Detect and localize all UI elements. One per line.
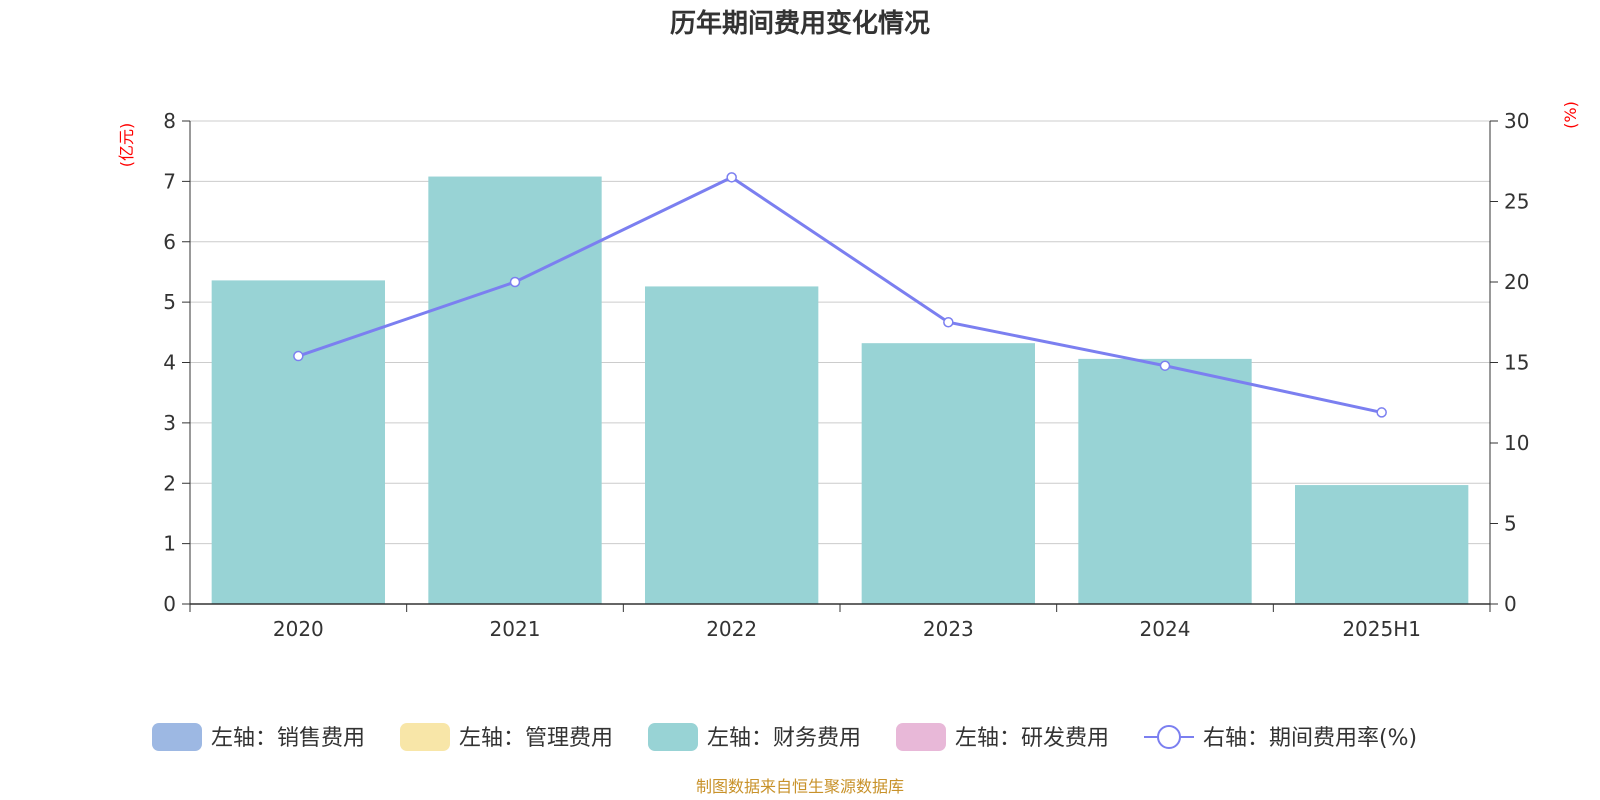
legend-swatch	[896, 723, 946, 751]
legend-swatch	[648, 723, 698, 751]
legend-marker	[1157, 725, 1181, 749]
left-tick-label: 5	[163, 290, 176, 314]
rate-point-2025H1	[1376, 407, 1387, 418]
left-axis-unit: (亿元)	[117, 123, 136, 168]
legend-label: 左轴：销售费用	[211, 726, 365, 751]
rate-point-2020	[293, 350, 304, 362]
x-tick-label: 2025H1	[1342, 617, 1421, 641]
bar-2020	[211, 280, 385, 604]
left-tick-label: 2	[163, 471, 176, 495]
rate-point-2023	[943, 317, 954, 328]
legend-label: 左轴：管理费用	[459, 726, 613, 751]
axes: 0 1 2 3 4 5 6 7 8 0 5 10 15 20 25 30 2020 2021 2022 2023 202…	[163, 109, 1529, 641]
bar-2023	[861, 343, 1035, 604]
left-tick-label: 6	[163, 230, 176, 254]
legend-swatch	[152, 723, 202, 751]
chart-title: 历年期间费用变化情况	[670, 8, 930, 39]
left-tick-label: 3	[163, 411, 176, 435]
bar-series	[211, 176, 1469, 605]
legend: 左轴：销售费用 左轴：管理费用 左轴：财务费用 左轴：研发费用 右轴：期间费用率(%)	[152, 723, 1417, 751]
rate-point-2022	[726, 172, 737, 183]
rate-point-2021	[509, 276, 521, 288]
right-tick-label: 20	[1504, 270, 1529, 294]
legend-label: 右轴：期间费用率(%)	[1203, 726, 1417, 751]
left-tick-label: 7	[163, 169, 176, 193]
left-tick-label: 8	[163, 109, 176, 133]
x-tick-label: 2023	[923, 617, 974, 641]
right-tick-label: 5	[1504, 512, 1517, 536]
rate-point-2024	[1159, 360, 1171, 371]
right-tick-label: 30	[1504, 109, 1529, 133]
rate-line	[297, 175, 1382, 414]
right-tick-label: 0	[1504, 592, 1517, 616]
right-axis-unit: (%)	[1561, 101, 1580, 129]
x-tick-label: 2021	[490, 617, 541, 641]
bar-2022	[645, 286, 819, 604]
bar-2025H1	[1295, 485, 1469, 604]
grid-lines	[190, 120, 1490, 545]
left-tick-label: 4	[163, 351, 176, 375]
x-tick-label: 2022	[706, 617, 757, 641]
right-tick-label: 10	[1504, 431, 1529, 455]
x-tick-label: 2020	[273, 617, 324, 641]
right-tick-label: 15	[1504, 351, 1529, 375]
x-tick-label: 2024	[1140, 617, 1191, 641]
bar-2024	[1078, 358, 1252, 604]
right-tick-label: 25	[1504, 190, 1529, 214]
bar-2021	[428, 176, 602, 605]
left-tick-label: 1	[163, 532, 176, 556]
legend-swatch	[400, 723, 450, 751]
line-series	[293, 172, 1387, 418]
legend-label: 左轴：研发费用	[955, 726, 1109, 751]
left-tick-label: 0	[163, 592, 176, 616]
data-source-note: 制图数据来自恒生聚源数据库	[696, 777, 904, 796]
legend-label: 左轴：财务费用	[707, 726, 861, 751]
